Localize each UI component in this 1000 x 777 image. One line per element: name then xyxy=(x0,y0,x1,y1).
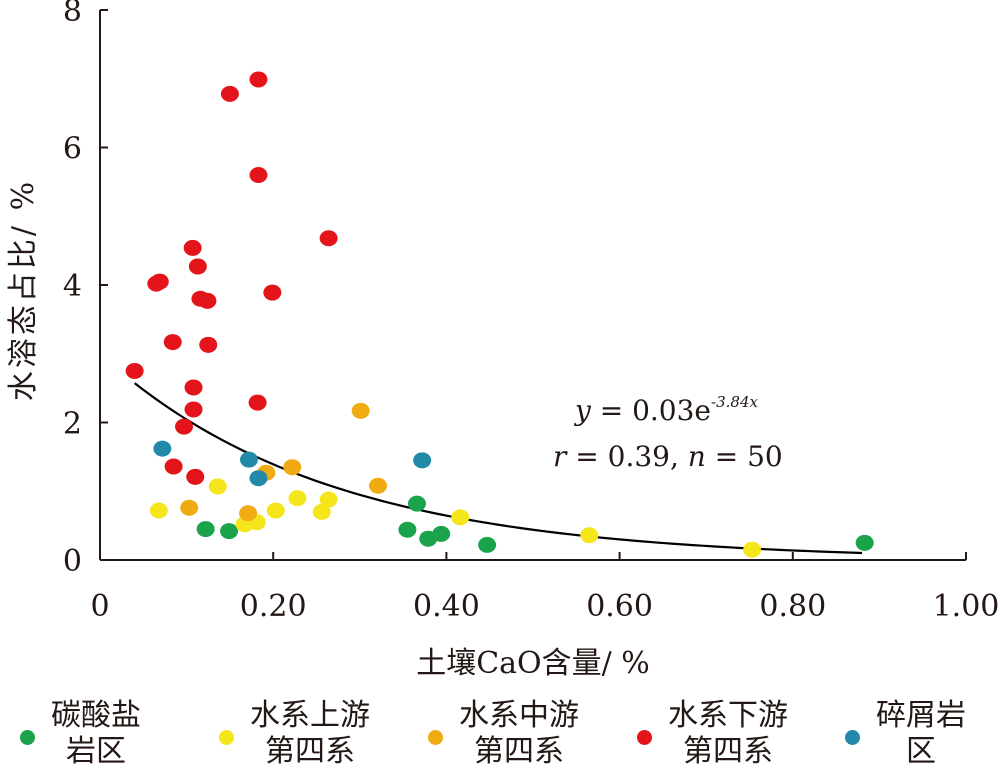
x-tick-label: 0.20 xyxy=(240,589,307,624)
legend-label: 碎屑岩 区 xyxy=(876,698,966,769)
x-axis-label: 土壤CaO含量/ % xyxy=(416,646,650,681)
y-tick-label: 6 xyxy=(63,132,82,167)
data-point-series-3 xyxy=(248,394,267,411)
data-point-series-4 xyxy=(239,451,258,468)
x-tick-label: 0.60 xyxy=(586,589,653,624)
legend-marker xyxy=(219,730,234,745)
data-point-series-2 xyxy=(351,402,370,419)
legend-marker xyxy=(428,730,443,745)
data-point-series-3 xyxy=(150,273,169,290)
data-point-series-4 xyxy=(249,470,268,487)
data-point-series-3 xyxy=(199,336,218,353)
data-point-series-3 xyxy=(184,379,203,396)
fit-stats: r = 0.39, n = 50 xyxy=(553,440,783,473)
data-point-series-3 xyxy=(249,71,268,88)
x-tick-label: 0 xyxy=(90,589,109,624)
legend-item-3: 水系下游 第四系 xyxy=(637,698,788,770)
axes: 0 0.20 0.40 0.60 0.80 1.00 0 2 4 6 8 土壤CaO含量/ % 水溶态占… xyxy=(6,0,999,681)
data-points xyxy=(125,71,874,558)
legend-marker xyxy=(20,730,35,745)
legend-marker xyxy=(637,730,652,745)
y-axis-label: 水溶态占比/ % xyxy=(6,179,41,401)
data-point-series-3 xyxy=(188,258,207,275)
y-tick-label: 8 xyxy=(63,0,82,29)
data-point-series-3 xyxy=(183,239,202,256)
y-tick-label: 0 xyxy=(63,544,82,579)
legend-label: 水系下游 第四系 xyxy=(668,698,788,769)
data-point-series-2 xyxy=(368,477,387,494)
scatter-chart: 0 0.20 0.40 0.60 0.80 1.00 0 2 4 6 8 土壤CaO含量/ % 水溶态占… xyxy=(6,0,999,681)
legend-label: 水系中游 第四系 xyxy=(459,698,579,769)
fit-equation: y = 0.03e-3.84x xyxy=(573,393,758,427)
data-point-series-3 xyxy=(198,292,217,309)
data-point-series-0 xyxy=(196,521,215,538)
y-tick-label: 4 xyxy=(63,269,82,304)
data-point-series-3 xyxy=(263,284,282,301)
data-point-series-4 xyxy=(413,452,432,469)
data-point-series-0 xyxy=(398,521,417,538)
legend-marker xyxy=(845,730,860,745)
legend-item-0: 碳酸盐 岩区 xyxy=(20,698,141,770)
data-point-series-3 xyxy=(249,167,268,183)
data-point-series-3 xyxy=(175,418,194,435)
data-point-series-0 xyxy=(407,495,426,512)
legend-label: 水系上游 第四系 xyxy=(250,698,370,769)
data-point-series-3 xyxy=(163,334,182,351)
data-point-series-3 xyxy=(186,468,205,485)
x-tick-label: 0.80 xyxy=(759,589,826,624)
data-point-series-0 xyxy=(432,525,451,542)
data-point-series-1 xyxy=(319,491,338,508)
legend-item-4: 碎屑岩 区 xyxy=(845,698,966,770)
data-point-series-0 xyxy=(478,536,497,553)
data-point-series-1 xyxy=(743,541,762,558)
data-point-series-3 xyxy=(220,85,239,102)
data-point-series-2 xyxy=(180,499,199,516)
data-point-series-4 xyxy=(153,440,172,457)
data-point-series-2 xyxy=(283,459,302,476)
fit-annotation: y = 0.03e-3.84x r = 0.39, n = 50 xyxy=(553,393,783,473)
data-point-series-1 xyxy=(208,478,227,495)
data-point-series-3 xyxy=(164,458,183,475)
legend-item-2: 水系中游 第四系 xyxy=(428,698,579,770)
legend-item-1: 水系上游 第四系 xyxy=(219,698,370,770)
data-point-series-1 xyxy=(451,509,470,526)
legend-label: 碳酸盐 岩区 xyxy=(51,698,141,769)
data-point-series-1 xyxy=(266,502,285,519)
data-point-series-3 xyxy=(319,230,338,247)
data-point-series-2 xyxy=(239,505,258,522)
data-point-series-1 xyxy=(580,527,599,544)
data-point-series-0 xyxy=(220,523,239,540)
data-point-series-1 xyxy=(312,503,331,520)
data-point-series-0 xyxy=(855,534,874,551)
data-point-series-3 xyxy=(184,401,203,418)
x-tick-label: 1.00 xyxy=(933,589,1000,624)
legend: 碳酸盐 岩区 水系上游 第四系 水系中游 第四系 水系下游 第四系 碎屑岩 区 xyxy=(0,698,1000,777)
data-point-series-3 xyxy=(125,362,144,379)
data-point-series-1 xyxy=(288,490,307,507)
y-tick-label: 2 xyxy=(63,407,82,442)
data-point-series-1 xyxy=(149,502,168,519)
x-tick-label: 0.40 xyxy=(413,589,480,624)
